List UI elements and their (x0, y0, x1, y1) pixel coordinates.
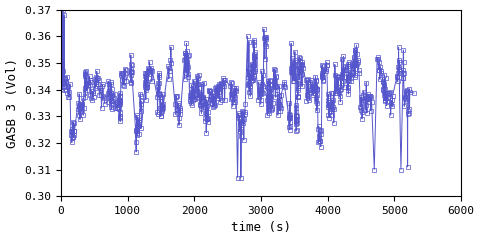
Y-axis label: GASB 3 (Vol): GASB 3 (Vol) (6, 58, 19, 148)
X-axis label: time (s): time (s) (231, 222, 291, 234)
